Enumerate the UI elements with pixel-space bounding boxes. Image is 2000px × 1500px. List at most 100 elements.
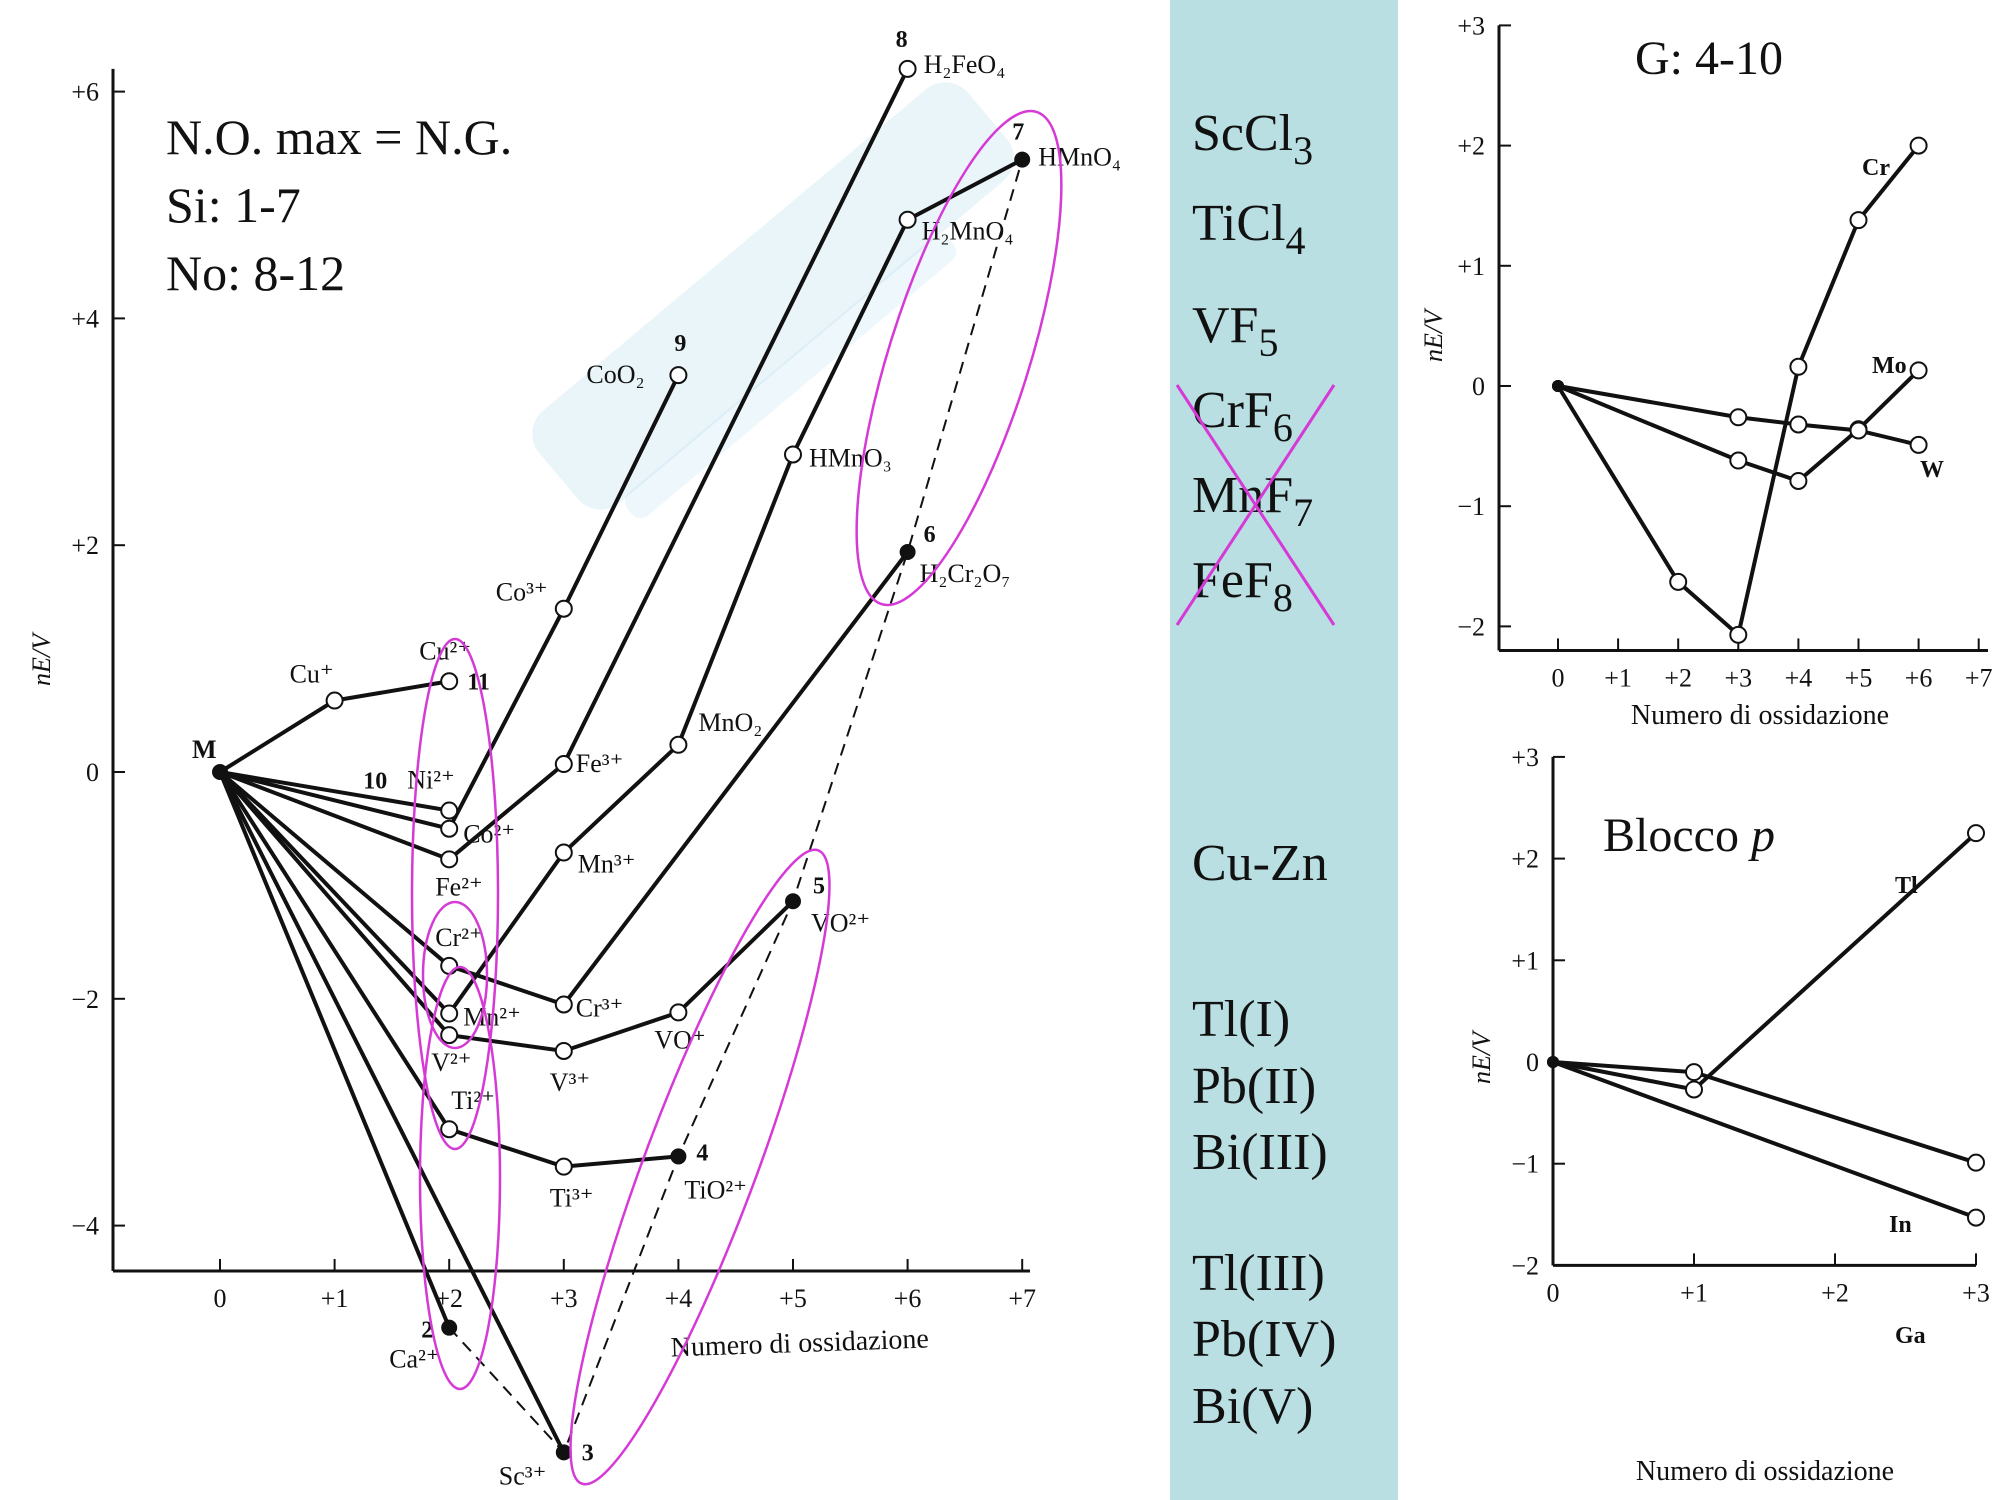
open-point — [440, 819, 459, 838]
open-point — [554, 755, 573, 774]
x-axis-label: Numero di ossidazione — [670, 1324, 929, 1364]
open-point — [1909, 435, 1928, 454]
panel-item-base: MnF — [1192, 467, 1294, 524]
open-point — [554, 843, 573, 862]
x-tick-label: 0 — [1552, 663, 1565, 692]
y-tick-label: +2 — [1457, 132, 1485, 161]
x-tick-label: +3 — [1962, 1278, 1990, 1307]
panel-item-base: Bi(V) — [1192, 1378, 1314, 1435]
point-label: H₂MnO₄ — [922, 217, 1014, 246]
x-tick-label: +3 — [1724, 663, 1752, 692]
x-tick-label: +1 — [321, 1284, 349, 1313]
open-point — [1685, 1080, 1703, 1099]
open-point — [1729, 625, 1748, 644]
y-tick-label: +1 — [1457, 252, 1485, 281]
series-line-cr — [218, 550, 910, 1007]
panel-item-crossed-out: MnF7 — [1192, 470, 1313, 533]
series-line-tl — [1552, 831, 1978, 1092]
watermark-tagline-shape — [624, 234, 957, 519]
open-point — [669, 1003, 688, 1022]
open-point — [440, 956, 459, 975]
point-label: Ti³⁺ — [550, 1184, 594, 1213]
panel-item: Pb(IV) — [1192, 1314, 1336, 1366]
y-tick-label: −2 — [71, 985, 99, 1014]
series-label-tl: Tl — [1895, 873, 1918, 899]
open-point — [1685, 1063, 1703, 1082]
filled-point — [670, 1148, 687, 1165]
origin-point — [1547, 1056, 1559, 1068]
point-label: Cu²⁺ — [419, 636, 471, 665]
open-point — [440, 801, 459, 820]
ellipse-cu-fe — [410, 637, 500, 1151]
y-axis-label: nE/V — [27, 631, 56, 686]
panel-item: ScCl3 — [1192, 108, 1313, 171]
x-axis-label: Numero di ossidazione — [1636, 1456, 1894, 1487]
x-tick-label: +6 — [1905, 663, 1933, 692]
x-tick-label: +5 — [779, 1284, 807, 1313]
point-label: Cr²⁺ — [435, 923, 483, 952]
series-label-cr: Cr — [1862, 155, 1890, 181]
group-number: 4 — [696, 1140, 708, 1166]
y-tick-label: −1 — [1511, 1150, 1539, 1179]
point-label: HMnO₃ — [809, 443, 892, 472]
series-line-ti — [218, 770, 679, 1169]
open-point — [669, 735, 688, 754]
title-italic: p — [1748, 809, 1775, 862]
x-tick-label: +1 — [1680, 1278, 1708, 1307]
x-tick-label: +4 — [665, 1284, 693, 1313]
open-point — [325, 691, 344, 710]
group-max-dashed-line — [448, 159, 1024, 1455]
teal-panel — [1170, 0, 1398, 1500]
series-line-ca — [218, 771, 452, 1329]
origin-point — [1552, 380, 1564, 392]
point-label: VO²⁺ — [811, 908, 870, 937]
y-tick-label: +4 — [71, 304, 99, 333]
series-line-sc — [218, 771, 566, 1454]
y-tick-label: +2 — [71, 531, 99, 560]
point-label: Co²⁺ — [463, 820, 515, 849]
filled-point — [441, 1319, 458, 1336]
open-point — [1789, 471, 1808, 490]
filled-point — [1014, 151, 1031, 168]
point-label: V²⁺ — [431, 1048, 471, 1077]
panel-item-base: Pb(II) — [1192, 1058, 1317, 1115]
x-tick-label: +6 — [894, 1284, 922, 1313]
ellipse-sc-vo2 — [569, 848, 831, 1486]
panel-item-subscript: 8 — [1272, 575, 1293, 620]
panel-item-subscript: 4 — [1285, 218, 1306, 263]
point-label: H₂Cr₂O₇ — [920, 559, 1011, 588]
y-axis-label: nE/V — [1467, 1029, 1496, 1084]
panel-item: Tl(I) — [1192, 994, 1290, 1046]
point-label: Cu⁺ — [290, 660, 334, 689]
panel-item-subscript: 7 — [1293, 490, 1314, 535]
watermark-logo — [532, 82, 1014, 510]
filled-point — [785, 893, 801, 910]
point-label: MnO₂ — [698, 708, 762, 737]
point-label: CoO₂ — [586, 360, 644, 389]
y-tick-label: −2 — [1457, 612, 1485, 641]
point-label: H₂FeO₄ — [924, 50, 1006, 79]
y-tick-label: −2 — [1511, 1251, 1539, 1280]
open-point — [554, 1157, 573, 1176]
point-label: M — [192, 735, 217, 764]
y-tick-label: +1 — [1511, 946, 1539, 975]
series-label-mo: Mo — [1872, 353, 1907, 379]
filled-point — [899, 544, 916, 561]
panel-item: Tl(III) — [1192, 1248, 1325, 1300]
open-point — [1967, 1153, 1985, 1172]
panel-item: Bi(V) — [1192, 1381, 1313, 1433]
x-tick-label: +2 — [1821, 1278, 1849, 1307]
point-label: HMnO₄ — [1038, 143, 1121, 172]
filled-point — [555, 1444, 572, 1461]
cross-out-line — [1175, 384, 1336, 626]
series-line-co — [219, 374, 681, 832]
ellipse-cr-mn — [421, 900, 489, 1050]
panel-item: Pb(II) — [1192, 1061, 1316, 1113]
open-point — [1729, 451, 1748, 470]
point-label: Cr³⁺ — [576, 993, 624, 1022]
x-tick-label: +5 — [1845, 663, 1873, 692]
filled-point — [212, 764, 228, 780]
series-label-ga: Ga — [1895, 1323, 1926, 1349]
open-point — [440, 672, 459, 691]
point-label: Fe³⁺ — [576, 749, 624, 778]
